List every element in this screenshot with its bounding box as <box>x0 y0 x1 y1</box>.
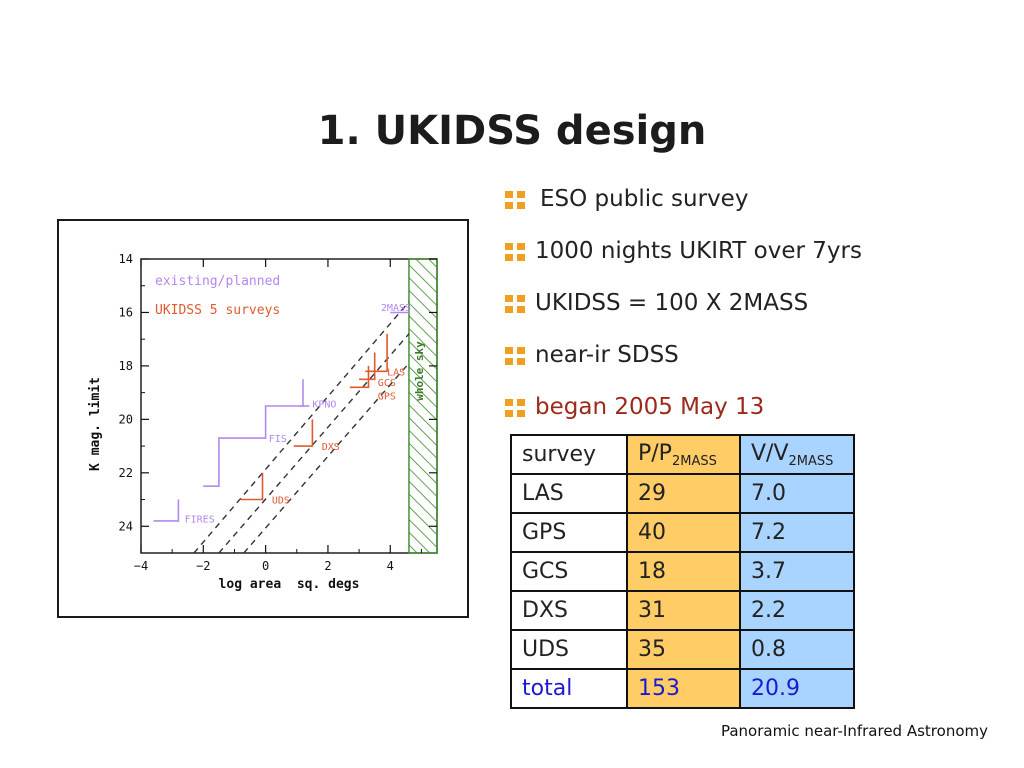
cell-p: 18 <box>626 551 741 592</box>
y-tick-label: 22 <box>119 466 133 480</box>
survey-label-kpno: KPNO <box>312 399 336 410</box>
y-axis-title: K mag. limit <box>88 377 103 471</box>
cell-v: 3.7 <box>739 551 855 592</box>
x-tick-label: −4 <box>134 559 148 573</box>
bullet-text: near-ir SDSS <box>535 342 679 368</box>
ukidss-uds-mark <box>240 472 264 501</box>
table-row: DXS 31 2.2 <box>510 590 855 631</box>
existing-survey-line <box>153 499 180 522</box>
header-p-ratio: P/P2MASS <box>626 434 741 475</box>
bullet-text: UKIDSS = 100 X 2MASS <box>535 290 809 316</box>
depth-area-guide-line <box>193 301 410 554</box>
x-tick-label: −2 <box>196 559 210 573</box>
ukidss-las-mark <box>365 333 388 373</box>
x-tick-label: 4 <box>387 559 394 573</box>
bullet-marker-icon <box>505 191 527 209</box>
cell-survey: GPS <box>510 512 628 553</box>
cell-survey: DXS <box>510 590 628 631</box>
survey-label-fis: FIS <box>269 434 287 445</box>
cell-p: 153 <box>626 668 741 709</box>
survey-label-2mass: 2MASS <box>381 303 411 314</box>
table-row: UDS 35 0.8 <box>510 629 855 670</box>
table-row: LAS 29 7.0 <box>510 473 855 514</box>
header-survey: survey <box>510 434 628 475</box>
cell-survey: UDS <box>510 629 628 670</box>
survey-depth-chart: −4 −2 0 2 4 14 16 18 20 22 24 2MASS KPNO FIS FIRES LAS… <box>57 219 469 618</box>
table-header-row: survey P/P2MASS V/V2MASS <box>510 434 855 475</box>
depth-area-guide-line <box>243 362 410 554</box>
cell-v: 7.2 <box>739 512 855 553</box>
legend-existing: existing/planned <box>155 274 280 289</box>
cell-v: 20.9 <box>739 668 855 709</box>
bullet-text: ESO public survey <box>540 186 749 212</box>
survey-label-dxs: DXS <box>322 442 340 453</box>
x-tick-label: 0 <box>262 559 269 573</box>
survey-table: survey P/P2MASS V/V2MASS LAS 29 7.0 GPS … <box>510 434 855 709</box>
cell-p: 40 <box>626 512 741 553</box>
survey-label-las: LAS <box>387 367 405 378</box>
whole-sky-label: whole sky <box>413 341 426 401</box>
whole-sky-region <box>408 258 438 554</box>
bullet-marker-icon <box>505 295 527 313</box>
bullet-marker-icon <box>505 243 527 261</box>
y-tick-label: 20 <box>119 412 133 426</box>
bullet-marker-icon <box>505 347 527 365</box>
cell-v: 2.2 <box>739 590 855 631</box>
table-total-row: total 153 20.9 <box>510 668 855 709</box>
bullet-text: 1000 nights UKIRT over 7yrs <box>535 238 862 264</box>
slide-title: 1. UKIDSS design <box>317 108 707 154</box>
table-row: GPS 40 7.2 <box>510 512 855 553</box>
ukidss-gcs-mark <box>349 365 370 389</box>
cell-v: 0.8 <box>739 629 855 670</box>
footer-text: Panoramic near-Infrared Astronomy <box>720 722 988 740</box>
existing-survey-line <box>203 379 304 488</box>
cell-survey: GCS <box>510 551 628 592</box>
depth-area-guide-line <box>218 333 410 554</box>
cell-survey: total <box>510 668 628 709</box>
bullet-text: began 2005 May 13 <box>535 394 765 420</box>
survey-label-uds: UDS <box>272 496 290 507</box>
y-tick-label: 16 <box>119 305 133 319</box>
legend-ukidss: UKIDSS 5 surveys <box>155 303 280 318</box>
cell-survey: LAS <box>510 473 628 514</box>
cell-p: 31 <box>626 590 741 631</box>
ukidss-gps-mark <box>359 352 376 381</box>
y-tick-label: 24 <box>119 519 133 533</box>
survey-label-gps: GPS <box>378 391 396 402</box>
header-v-ratio: V/V2MASS <box>739 434 855 475</box>
bullet-marker-icon <box>505 399 527 417</box>
survey-label-fires: FIRES <box>185 514 215 525</box>
table-row: GCS 18 3.7 <box>510 551 855 592</box>
x-axis-title: log area sq. degs <box>219 577 360 592</box>
x-tick-label: 2 <box>324 559 331 573</box>
survey-label-gcs: GCS <box>378 378 396 389</box>
y-tick-label: 18 <box>119 359 133 373</box>
ukidss-dxs-mark <box>293 419 314 447</box>
y-tick-label: 14 <box>119 252 133 266</box>
cell-p: 35 <box>626 629 741 670</box>
cell-p: 29 <box>626 473 741 514</box>
cell-v: 7.0 <box>739 473 855 514</box>
